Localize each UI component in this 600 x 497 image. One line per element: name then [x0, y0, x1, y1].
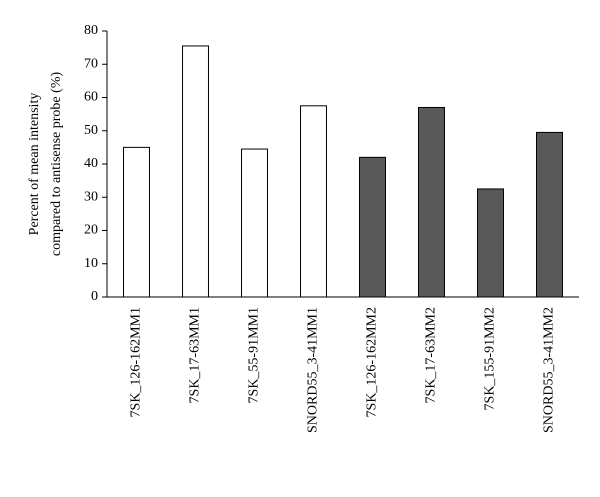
bar [477, 188, 504, 298]
y-tick-label: 0 [91, 289, 98, 304]
x-tick-label: 7SK_17-63MM2 [424, 307, 439, 403]
x-tick-label: 7SK_17-63MM1 [188, 307, 203, 403]
y-tick-label: 80 [84, 23, 98, 38]
bar [182, 45, 209, 298]
y-axis-title-line: compared to antisense probe (%) [49, 72, 64, 257]
y-tick-label: 30 [84, 189, 98, 204]
bar [241, 148, 268, 298]
y-axis-title: Percent of mean intensity compared to an… [27, 72, 64, 257]
bar [123, 146, 150, 298]
y-tick-label: 60 [84, 90, 98, 105]
bar [536, 131, 563, 298]
y-tick-label: 20 [84, 223, 98, 238]
y-tick-label: 40 [84, 156, 98, 171]
bar [300, 105, 327, 298]
x-tick-label: 7SK_126-162MM2 [365, 307, 380, 417]
x-tick-label: SNORD55_3-41MM2 [542, 307, 557, 433]
x-tick-label: 7SK_55-91MM1 [247, 307, 262, 403]
x-tick-label: 7SK_155-91MM2 [483, 307, 498, 410]
y-axis-title-line: Percent of mean intensity [27, 93, 42, 236]
bar [359, 156, 386, 298]
y-tick-label: 10 [84, 256, 98, 271]
x-tick-label: 7SK_126-162MM1 [129, 307, 144, 417]
y-tick-label: 50 [84, 123, 98, 138]
x-tick-label: SNORD55_3-41MM1 [306, 307, 321, 433]
y-tick-label: 70 [84, 56, 98, 71]
bar [418, 106, 445, 298]
